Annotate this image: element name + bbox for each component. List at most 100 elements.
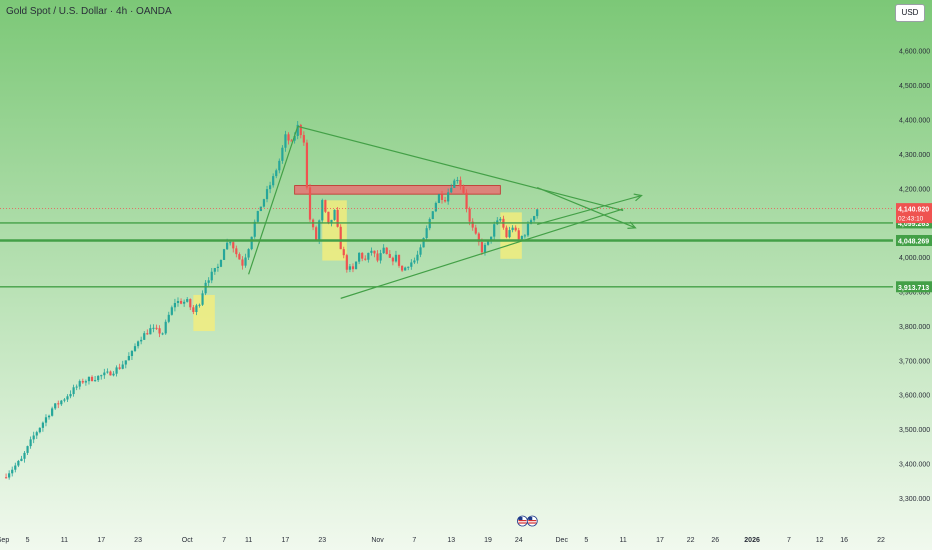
candle <box>278 158 281 174</box>
candle-body <box>226 242 229 250</box>
triangle-pattern[interactable] <box>248 125 624 299</box>
candle-body <box>20 458 23 461</box>
candle <box>296 120 299 140</box>
time-axis[interactable]: Sep 5 11 17 23 Oct 7 11 17 23 Nov 7 13 19 24 Dec 5 11 17 22… <box>0 537 885 544</box>
time-tick-label: 2026 <box>744 537 760 544</box>
candle <box>8 470 11 480</box>
candle-body <box>78 381 81 387</box>
candle-body <box>324 200 327 212</box>
candle <box>523 234 526 239</box>
candle-body <box>517 230 520 240</box>
candle <box>118 363 121 370</box>
candle-body <box>287 134 290 141</box>
level-price-label[interactable]: 3,913.713 <box>896 281 932 293</box>
highlight-zone[interactable] <box>500 212 522 259</box>
trend-line[interactable] <box>340 208 624 299</box>
candle <box>486 241 490 246</box>
candle <box>351 263 355 273</box>
trend-line[interactable] <box>248 126 299 275</box>
candle-body <box>299 124 302 136</box>
candle <box>526 221 530 237</box>
price-tick-label: 4,200.000 <box>899 186 930 193</box>
time-tick-label: 19 <box>484 537 492 544</box>
candle-body <box>318 220 321 241</box>
candle-body <box>179 301 183 304</box>
candle-body <box>367 252 370 260</box>
candle-body <box>189 299 192 308</box>
candle-body <box>422 238 425 248</box>
time-tick-label: 24 <box>515 537 523 544</box>
trend-line-extension[interactable] <box>537 187 624 212</box>
projection-arrows[interactable] <box>536 187 643 229</box>
candle-body <box>26 446 29 453</box>
horizontal-levels[interactable] <box>0 208 893 288</box>
candle-body <box>447 192 450 202</box>
price-axis[interactable]: 3,300.000 3,400.000 3,500.000 3,600.000 3,70… <box>896 49 932 503</box>
candle <box>259 206 262 212</box>
candle <box>170 305 173 316</box>
projection-arrow[interactable] <box>537 193 643 225</box>
candle-body <box>87 376 91 382</box>
current-price-label[interactable]: 4,140.920 02:43:10 <box>896 203 932 224</box>
candle-body <box>57 403 60 405</box>
candle-body <box>256 211 259 222</box>
candle-body <box>272 176 275 186</box>
candle <box>133 343 137 353</box>
highlight-zone[interactable] <box>193 294 215 332</box>
time-tick-label: Oct <box>182 537 193 544</box>
candle <box>468 206 471 226</box>
current-price-box <box>896 203 932 224</box>
time-tick-label: 22 <box>877 537 885 544</box>
candle <box>130 350 134 361</box>
candle-body <box>247 249 250 258</box>
candle <box>124 360 127 369</box>
candle <box>379 249 382 264</box>
price-tick-label: 3,700.000 <box>899 358 930 365</box>
price-tick-label: 4,000.000 <box>899 255 930 262</box>
candle <box>103 368 106 379</box>
candle-body <box>529 220 533 224</box>
candle-body <box>213 268 216 272</box>
candle-body <box>38 427 41 433</box>
candle <box>229 241 232 246</box>
candle <box>63 397 66 403</box>
candle <box>66 394 69 403</box>
candle <box>474 224 477 235</box>
us-flag-icon[interactable] <box>517 515 528 527</box>
trend-line[interactable] <box>297 125 538 189</box>
price-tick-label: 3,500.000 <box>899 427 930 434</box>
candle <box>4 473 8 479</box>
event-markers[interactable] <box>517 515 538 527</box>
projection-arrow[interactable] <box>536 187 637 229</box>
us-flag-icon[interactable] <box>526 515 538 527</box>
price-tick-label: 3,600.000 <box>899 393 930 400</box>
candle-body <box>8 473 11 478</box>
candle <box>342 246 345 259</box>
candle <box>136 340 140 349</box>
candle <box>72 384 75 397</box>
candle-body <box>388 254 391 258</box>
candle-body <box>244 257 247 266</box>
candle <box>210 267 213 284</box>
level-label-box <box>896 234 932 246</box>
candle-body <box>109 371 112 376</box>
candle-body <box>198 304 201 306</box>
candle <box>456 176 459 184</box>
candle-body <box>401 265 404 271</box>
candle <box>514 225 517 232</box>
candle-body <box>416 254 419 261</box>
candle <box>419 244 422 258</box>
candle-body <box>155 327 158 329</box>
resistance-zone[interactable] <box>294 185 501 195</box>
candle <box>241 256 244 270</box>
candle <box>348 264 352 273</box>
candle-body <box>391 257 394 262</box>
candle <box>284 130 287 152</box>
currency-button[interactable]: USD <box>895 4 925 22</box>
candle <box>207 277 210 287</box>
candle <box>51 406 54 417</box>
level-price-label[interactable]: 4,048.269 <box>896 234 932 246</box>
candle <box>336 207 339 228</box>
candle-body <box>241 259 244 266</box>
